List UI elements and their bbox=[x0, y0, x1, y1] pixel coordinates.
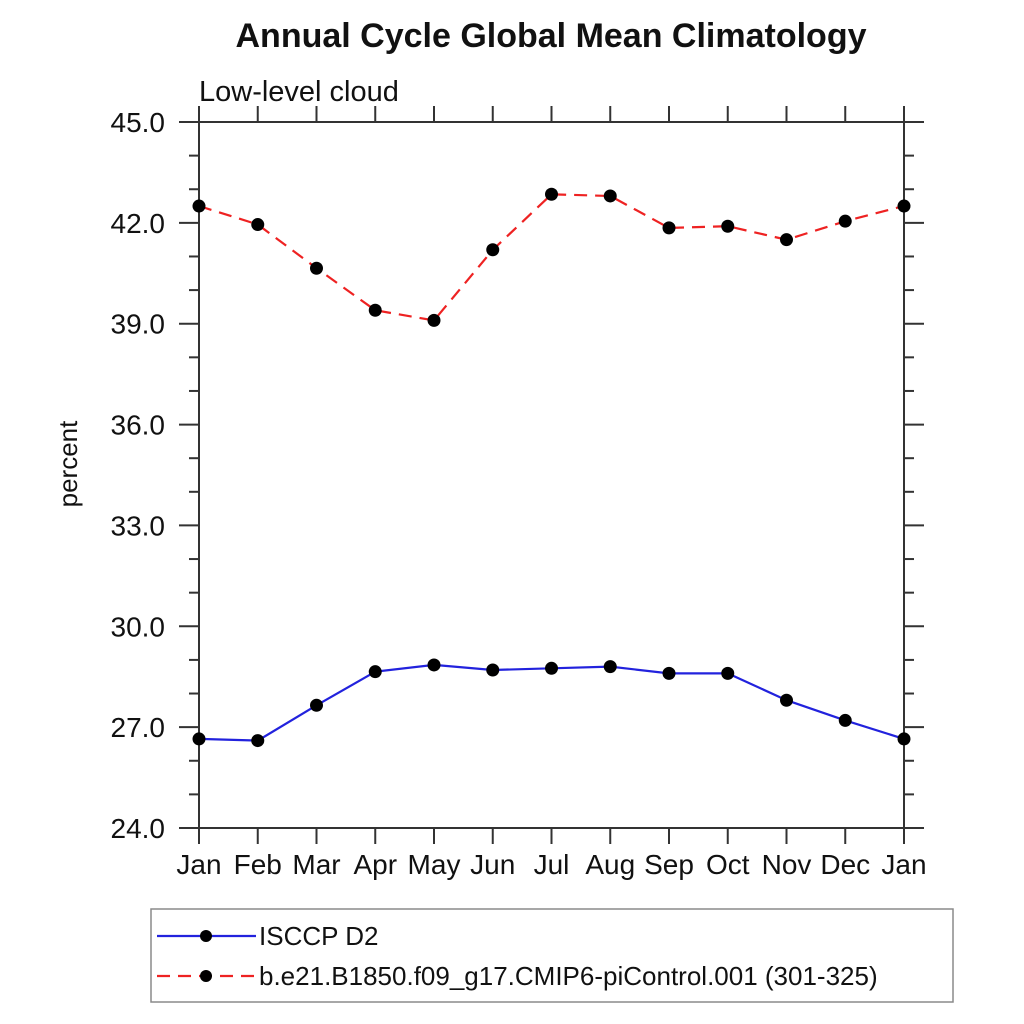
data-point-marker bbox=[545, 661, 558, 675]
y-axis-tick-label: 33.0 bbox=[111, 510, 166, 541]
month-label: Feb bbox=[234, 849, 282, 880]
data-point-marker bbox=[251, 218, 265, 232]
data-point-marker bbox=[251, 734, 265, 748]
legend: ISCCP D2 b.e21.B1850.f09_g17.CMIP6-piCon… bbox=[150, 908, 954, 1003]
month-label: Jun bbox=[470, 849, 515, 880]
data-point-marker bbox=[368, 665, 382, 679]
legend-label-model: b.e21.B1850.f09_g17.CMIP6-piControl.001 … bbox=[259, 961, 878, 991]
y-axis-ticks bbox=[179, 121, 924, 829]
y-axis-tick-label: 42.0 bbox=[111, 208, 166, 239]
y-axis-tick-label: 24.0 bbox=[111, 813, 166, 844]
month-label: Jan bbox=[881, 849, 926, 880]
data-point-marker bbox=[603, 660, 617, 674]
data-point-marker bbox=[545, 187, 558, 201]
data-point-marker bbox=[310, 698, 323, 712]
data-point-marker bbox=[603, 189, 617, 203]
y-axis-tick-label: 39.0 bbox=[111, 309, 166, 340]
data-point-marker bbox=[310, 261, 323, 275]
series-line-1 bbox=[198, 193, 905, 322]
data-point-marker bbox=[486, 243, 500, 257]
data-point-marker bbox=[721, 219, 735, 233]
y-axis-title: percent bbox=[53, 420, 83, 507]
month-label: Sep bbox=[644, 849, 694, 880]
data-point-marker bbox=[427, 313, 441, 327]
legend-marker-icon bbox=[200, 930, 212, 942]
data-point-marker bbox=[192, 199, 206, 213]
y-axis-tick-label: 45.0 bbox=[111, 107, 166, 138]
data-point-marker bbox=[721, 666, 735, 680]
data-point-marker bbox=[486, 663, 500, 677]
legend-marker-icon bbox=[200, 970, 212, 982]
data-point-marker bbox=[192, 732, 206, 746]
y-axis-tick-label: 30.0 bbox=[111, 611, 166, 642]
month-label: Jan bbox=[176, 849, 221, 880]
data-point-marker bbox=[838, 214, 852, 228]
data-series bbox=[192, 187, 911, 748]
data-point-marker bbox=[662, 221, 676, 235]
month-label: Apr bbox=[353, 849, 397, 880]
y-axis-tick-label: 36.0 bbox=[111, 410, 166, 441]
legend-label-isccp: ISCCP D2 bbox=[259, 921, 378, 951]
month-label: Nov bbox=[762, 849, 812, 880]
month-label: Aug bbox=[585, 849, 635, 880]
month-label: Dec bbox=[820, 849, 870, 880]
month-label: Oct bbox=[706, 849, 750, 880]
y-axis-tick-label: 27.0 bbox=[111, 712, 166, 743]
legend-box bbox=[150, 908, 954, 1003]
legend-item-isccp: ISCCP D2 bbox=[157, 921, 378, 951]
plot-frame bbox=[198, 121, 905, 829]
data-point-marker bbox=[368, 303, 382, 317]
data-point-marker bbox=[662, 666, 676, 680]
month-label: May bbox=[408, 849, 461, 880]
legend-item-model: b.e21.B1850.f09_g17.CMIP6-piControl.001 … bbox=[157, 961, 878, 991]
data-point-marker bbox=[897, 199, 911, 213]
chart-title: Annual Cycle Global Mean Climatology bbox=[236, 17, 867, 55]
data-point-marker bbox=[427, 658, 441, 672]
data-point-marker bbox=[897, 732, 911, 746]
month-label: Jul bbox=[534, 849, 570, 880]
chart-subtitle: Low-level cloud bbox=[199, 76, 399, 108]
x-axis-month-labels: Jan Feb Mar Apr May Jun Jul Aug Sep Oct Nov Dec Jan bbox=[176, 849, 926, 880]
data-point-marker bbox=[780, 693, 793, 707]
data-point-marker bbox=[838, 713, 852, 727]
y-axis-tick-labels: 24.0 27.0 30.0 33.0 36.0 39.0 42.0 45.0 bbox=[111, 107, 166, 844]
series-line-0 bbox=[198, 663, 905, 742]
x-axis-ticks bbox=[198, 106, 905, 844]
month-label: Mar bbox=[292, 849, 340, 880]
data-point-marker bbox=[780, 233, 793, 247]
